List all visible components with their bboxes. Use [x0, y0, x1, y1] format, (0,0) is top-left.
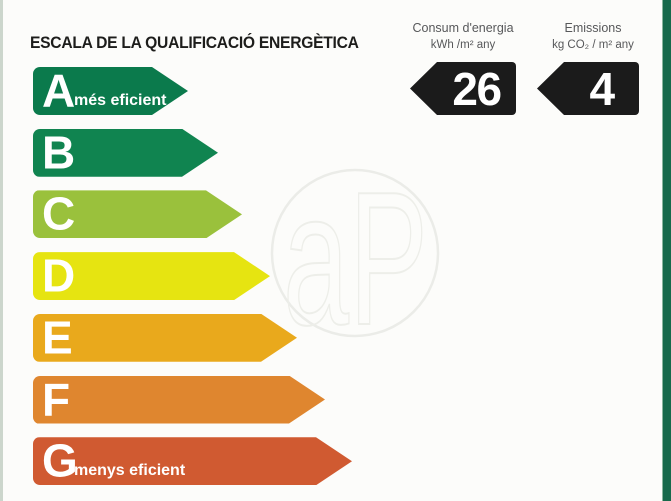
rating-bar: G menys eficient	[33, 437, 352, 485]
rating-grade: G	[42, 434, 78, 487]
page-title: ESCALA DE LA QUALIFICACIÓ ENERGÈTICA	[30, 33, 359, 52]
rating-grade: B	[42, 126, 76, 179]
metric-emissions-unit: kg CO₂ / m² any	[552, 39, 634, 52]
rating-bar: D	[33, 252, 270, 300]
metric-energy: Consum d'energia kWh /m² any	[402, 21, 524, 51]
rating-grade: E	[42, 311, 73, 364]
metric-emissions: Emissions kg CO₂ / m² any	[533, 21, 653, 51]
rating-bar: A més eficient	[33, 67, 188, 115]
rating-bar: F	[33, 376, 325, 424]
metric-energy-label: Consum d'energia	[412, 21, 514, 35]
metric-emissions-label: Emissions	[564, 21, 622, 35]
rating-note: menys eficient	[74, 462, 186, 480]
emissions-value: 4	[589, 62, 615, 115]
metric-energy-unit: kWh /m² any	[430, 39, 496, 52]
scan-edge-left	[0, 0, 3, 501]
rating-grade: C	[42, 187, 76, 240]
rating-bar: C	[33, 190, 242, 238]
rating-bar: E	[33, 314, 297, 362]
rating-note: més eficient	[74, 92, 167, 109]
rating-grade: F	[42, 373, 71, 426]
rating-grade: A	[42, 64, 76, 117]
scan-edge-right-green-strip	[662, 0, 671, 501]
rating-bar: B	[33, 129, 218, 177]
rating-grade: D	[42, 249, 76, 302]
energy-value: 26	[452, 62, 502, 115]
